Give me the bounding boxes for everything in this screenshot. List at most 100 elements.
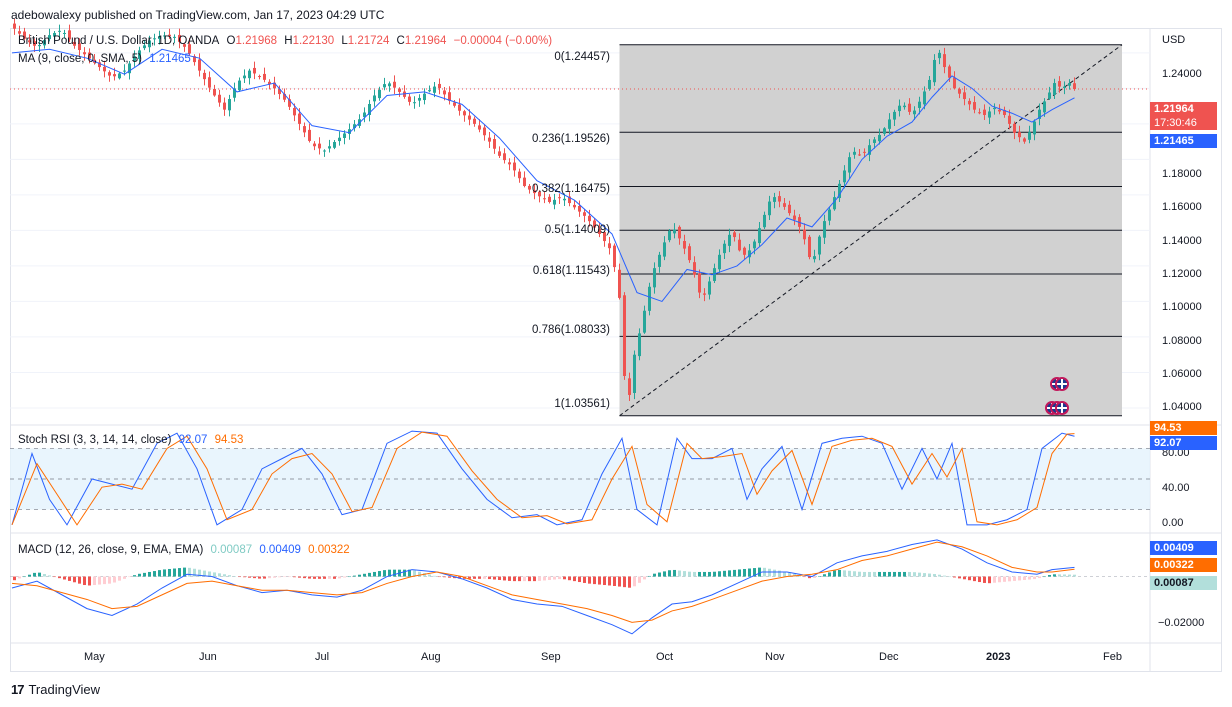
- macd-histogram-bar: [423, 573, 426, 577]
- macd-histogram-bar: [333, 576, 336, 579]
- change-value: −0.00004 (−0.00%): [453, 35, 553, 47]
- candle-body: [1038, 109, 1041, 119]
- candle-body: [808, 236, 811, 258]
- macd-histogram-bar: [148, 571, 151, 577]
- candle-body: [293, 108, 296, 116]
- macd-histogram-bar: [908, 571, 911, 577]
- macd-histogram-bar: [593, 576, 596, 585]
- macd-histogram-bar: [163, 569, 166, 577]
- macd-histogram-bar: [193, 568, 196, 577]
- macd-histogram-bar: [753, 568, 756, 577]
- candle-body: [768, 201, 771, 216]
- ma-legend-label[interactable]: MA (9, close, 0, SMA, 5): [18, 53, 142, 65]
- symbol-title[interactable]: British Pound / U.S. Dollar, 1D, OANDA: [18, 35, 220, 47]
- macd-histogram-bar: [628, 576, 631, 588]
- candle-body: [903, 105, 906, 108]
- macd-histogram-bar: [508, 576, 511, 581]
- candle-body: [138, 50, 141, 59]
- candle-body: [278, 89, 281, 95]
- macd-histogram-bar: [928, 573, 931, 577]
- candle-body: [488, 137, 491, 142]
- candle-body: [643, 310, 646, 333]
- macd-histogram-bar: [788, 572, 791, 577]
- uk-flag-icon[interactable]: [1055, 377, 1069, 391]
- macd-histogram-bar: [983, 576, 986, 583]
- macd-histogram-bar: [778, 570, 781, 577]
- macd-histogram-bar: [408, 569, 411, 577]
- candle-body: [153, 38, 156, 40]
- macd-histogram-bar: [438, 576, 441, 578]
- macd-histogram-bar: [13, 576, 16, 581]
- candle-body: [568, 196, 571, 204]
- macd-histogram-bar: [803, 576, 806, 578]
- ma-legend-value: 1.21465: [149, 53, 191, 65]
- stoch-legend-label[interactable]: Stoch RSI (3, 3, 14, 14, close): [18, 434, 172, 446]
- macd-histogram-bar: [253, 576, 256, 579]
- candle-body: [218, 94, 221, 103]
- macd-legend-label[interactable]: MACD (12, 26, close, 9, EMA, EMA): [18, 544, 204, 556]
- candle-body: [248, 70, 251, 79]
- macd-histogram-bar: [518, 576, 521, 582]
- candle-body: [388, 83, 391, 87]
- candle-body: [833, 197, 836, 210]
- macd-histogram-bar: [618, 576, 621, 587]
- macd-histogram-bar: [863, 571, 866, 577]
- macd-histogram-bar: [88, 576, 91, 586]
- macd-histogram-bar: [898, 571, 901, 577]
- macd-histogram-bar: [318, 576, 321, 579]
- macd-histogram-bar: [393, 569, 396, 577]
- macd-histogram-bar: [873, 571, 876, 577]
- candle-body: [763, 214, 766, 228]
- macd-histogram-bar: [668, 570, 671, 577]
- candle-body: [823, 221, 826, 238]
- macd-histogram-bar: [608, 576, 611, 586]
- y-tick: 1.06000: [1162, 368, 1202, 380]
- stoch-y-tick: 0.00: [1162, 517, 1184, 529]
- candle-body: [878, 134, 881, 142]
- macd-histogram-bar: [728, 570, 731, 577]
- low-label: L: [341, 35, 348, 47]
- macd-histogram-bar: [938, 574, 941, 577]
- macd-histogram-bar: [143, 572, 146, 577]
- candle-body: [998, 109, 1001, 112]
- candle-body: [758, 228, 761, 244]
- candle-body: [683, 241, 686, 249]
- candle-body: [958, 89, 961, 94]
- macd-histogram-bar: [513, 576, 516, 582]
- fib-label-05: 0.5(1.14009): [544, 224, 610, 236]
- candle-body: [813, 256, 816, 260]
- macd-histogram-bar: [808, 576, 811, 579]
- macd-histogram-bar: [708, 571, 711, 577]
- candle-body: [953, 77, 956, 89]
- x-tick: Feb: [1103, 651, 1122, 663]
- macd-histogram-bar: [73, 576, 76, 583]
- macd-histogram-bar: [493, 576, 496, 580]
- candle-body: [208, 77, 211, 88]
- macd-histogram-bar: [213, 572, 216, 577]
- macd-histogram-bar: [888, 571, 891, 577]
- macd-histogram-bar: [978, 576, 981, 583]
- candle-body: [288, 99, 291, 107]
- candle-body: [198, 59, 201, 71]
- macd-histogram-bar: [943, 575, 946, 577]
- macd-histogram-bar: [633, 576, 636, 587]
- macd-histogram-bar: [158, 570, 161, 577]
- x-tick: Jul: [315, 651, 330, 663]
- candle-body: [493, 139, 496, 149]
- tradingview-logo-icon: 17: [11, 682, 25, 697]
- candle-body: [58, 30, 61, 32]
- candle-body: [1048, 92, 1051, 99]
- macd-histogram-bar: [853, 571, 856, 577]
- candle-body: [593, 220, 596, 228]
- macd-histogram-bar: [648, 575, 651, 577]
- candle-body: [258, 76, 261, 78]
- candle-body: [708, 281, 711, 295]
- macd-histogram-bar: [1018, 576, 1021, 581]
- uk-flag-icon[interactable]: [1055, 401, 1069, 415]
- macd-histogram-bar: [93, 576, 96, 586]
- candle-body: [333, 141, 336, 148]
- macd-histogram-bar: [268, 576, 271, 579]
- candle-body: [573, 204, 576, 208]
- tradingview-footer[interactable]: 17 TradingView: [11, 682, 100, 697]
